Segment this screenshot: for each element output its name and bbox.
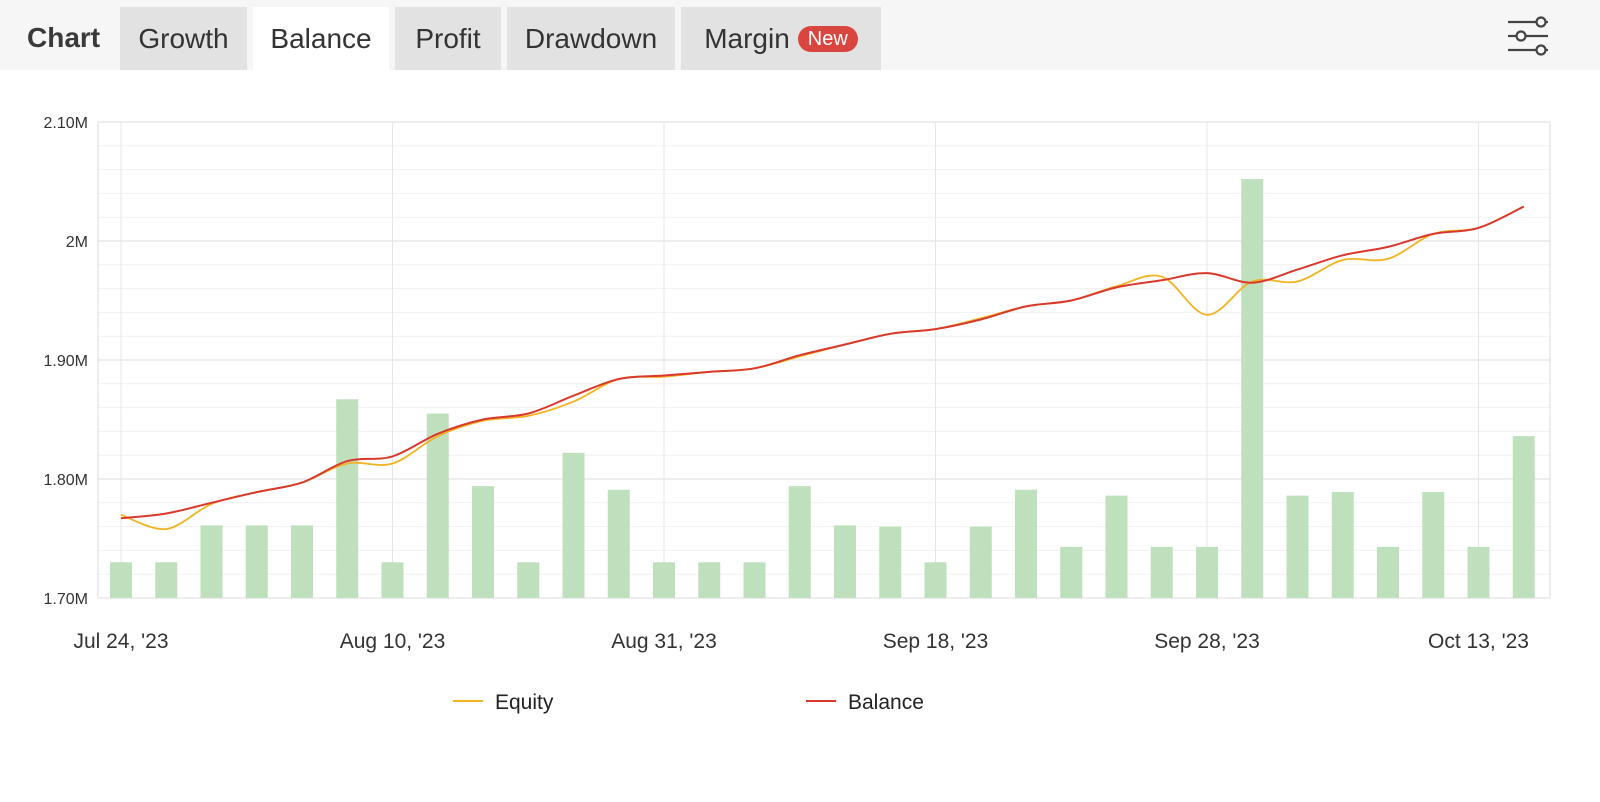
chart-bars xyxy=(110,179,1535,598)
volume-bar xyxy=(1512,436,1535,598)
volume-bar xyxy=(1331,492,1354,598)
legend-equity[interactable]: Equity xyxy=(453,688,553,718)
x-axis-labels: Jul 24, '23 Aug 10, '23 Aug 31, '23 Sep 18,… xyxy=(73,630,1528,653)
volume-bar xyxy=(1286,495,1309,598)
y-tick-label: 2.10M xyxy=(44,115,88,132)
volume-bar xyxy=(653,562,675,598)
x-tick-label: Aug 10, '23 xyxy=(340,630,446,653)
balance-chart: 1.70M 1.80M 1.90M 2M 2.10M Jul 24, '23 Aug 10… xyxy=(44,115,1551,653)
tab-balance[interactable]: Balance xyxy=(253,7,389,70)
volume-bar xyxy=(245,525,268,598)
legend-equity-label: Equity xyxy=(495,691,554,714)
volume-bar xyxy=(472,486,494,598)
volume-bar xyxy=(562,452,585,598)
sliders-icon[interactable] xyxy=(1506,14,1550,58)
volume-bar xyxy=(1015,489,1037,598)
volume-bar xyxy=(1422,492,1445,598)
y-tick-label: 2M xyxy=(66,234,88,251)
legend-balance-label: Balance xyxy=(848,691,924,714)
volume-bar xyxy=(291,525,313,598)
volume-bar xyxy=(200,525,223,598)
volume-bar xyxy=(924,562,947,598)
volume-bar xyxy=(698,562,721,598)
tab-drawdown-label: Drawdown xyxy=(524,23,658,54)
y-tick-label: 1.70M xyxy=(44,591,88,608)
volume-bar xyxy=(969,526,992,598)
x-tick-label: Sep 28, '23 xyxy=(1154,630,1260,653)
tab-balance-label: Balance xyxy=(270,23,372,54)
volume-bar xyxy=(336,399,359,598)
volume-bar xyxy=(1060,546,1083,598)
volume-bar xyxy=(381,562,404,598)
chart-section-label: Chart xyxy=(27,22,101,53)
x-tick-label: Aug 31, '23 xyxy=(611,630,717,653)
volume-bar xyxy=(607,489,630,598)
volume-bar xyxy=(110,562,132,598)
volume-bar xyxy=(834,525,856,598)
tab-margin-label: Margin xyxy=(704,23,790,54)
x-tick-label: Jul 24, '23 xyxy=(73,630,168,653)
tab-margin[interactable]: Margin New xyxy=(681,7,881,70)
volume-bar xyxy=(788,486,811,598)
volume-bar xyxy=(1241,179,1264,598)
legend-balance[interactable]: Balance xyxy=(806,688,924,718)
tab-profit-label: Profit xyxy=(415,23,481,54)
x-tick-label: Oct 13, '23 xyxy=(1428,630,1529,653)
new-badge: New xyxy=(797,25,858,52)
x-tick-label: Sep 18, '23 xyxy=(883,630,989,653)
volume-bar xyxy=(879,526,902,598)
balance-line xyxy=(120,205,1525,520)
volume-bar xyxy=(743,562,766,598)
tab-profit[interactable]: Profit xyxy=(395,7,501,70)
tab-growth[interactable]: Growth xyxy=(120,7,247,70)
volume-bar xyxy=(1196,546,1218,598)
volume-bar xyxy=(1467,546,1490,598)
legend-balance-swatch xyxy=(806,700,836,703)
volume-bar xyxy=(1105,495,1128,598)
tab-drawdown[interactable]: Drawdown xyxy=(507,7,675,70)
legend-equity-swatch xyxy=(453,700,483,703)
tab-growth-label: Growth xyxy=(138,23,229,54)
equity-line xyxy=(120,205,1525,530)
y-tick-label: 1.80M xyxy=(44,472,88,489)
volume-bar xyxy=(155,562,178,598)
chart-lines xyxy=(120,205,1525,530)
volume-bar xyxy=(1150,546,1173,598)
y-axis-labels: 1.70M 1.80M 1.90M 2M 2.10M xyxy=(44,115,88,608)
chart-tab-bar: Chart Growth Balance Profit Drawdown Mar… xyxy=(0,0,1600,70)
volume-bar xyxy=(426,413,449,598)
volume-bar xyxy=(517,562,540,598)
volume-bar xyxy=(1377,546,1399,598)
y-tick-label: 1.90M xyxy=(44,353,88,370)
